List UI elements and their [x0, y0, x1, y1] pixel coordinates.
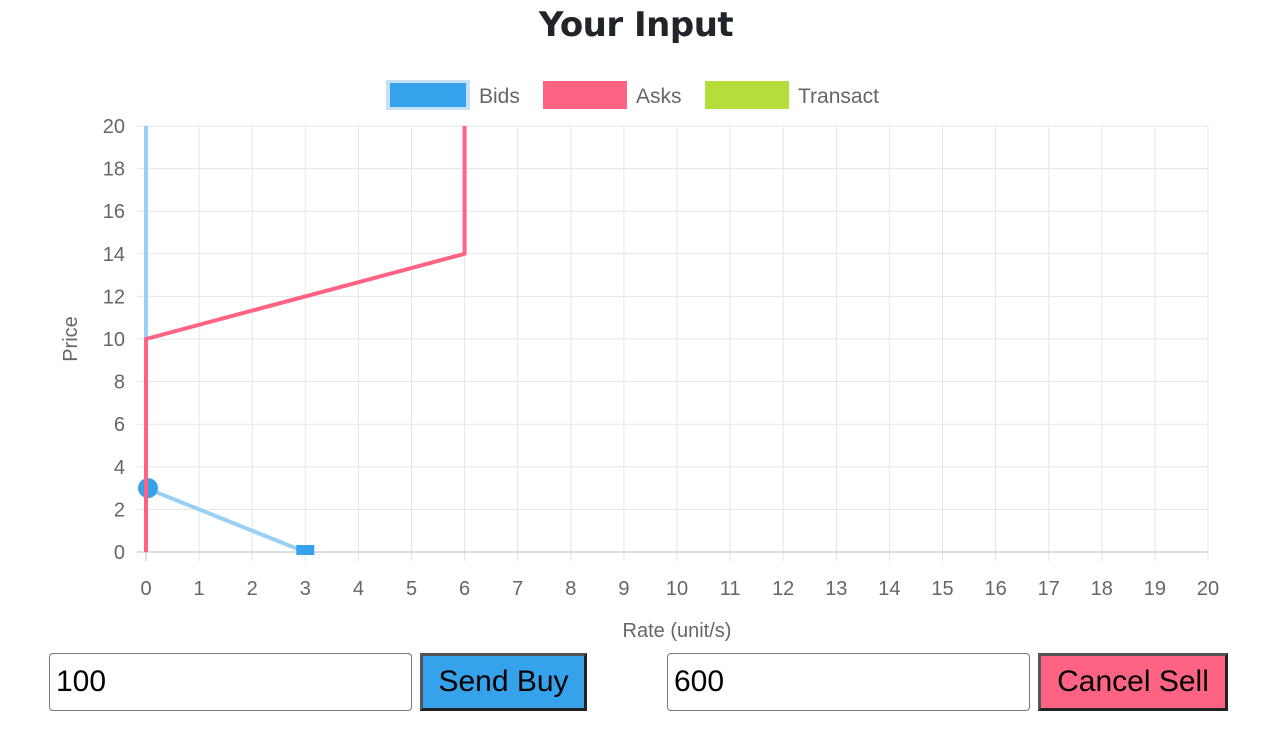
x-tick-label: 14 — [878, 578, 900, 600]
asks-legend-label[interactable]: Asks — [636, 85, 682, 108]
x-tick-label: 20 — [1197, 578, 1219, 600]
x-tick-label: 3 — [300, 578, 311, 600]
bids-legend-swatch[interactable] — [390, 83, 466, 107]
y-tick-label: 12 — [103, 286, 125, 308]
x-tick-label: 17 — [1038, 578, 1060, 600]
x-axis-title: Rate (unit/s) — [623, 620, 732, 642]
asks-series-line — [144, 126, 467, 552]
x-tick-label: 11 — [720, 578, 741, 600]
x-tick-label: 13 — [825, 578, 847, 600]
x-tick-label: 1 — [194, 578, 205, 600]
sell-quantity-input[interactable] — [667, 653, 1030, 711]
bids-legend-label[interactable]: Bids — [479, 85, 520, 108]
send-buy-button[interactable]: Send Buy — [420, 653, 587, 711]
cancel-sell-button[interactable]: Cancel Sell — [1038, 653, 1228, 711]
x-tick-label: 6 — [459, 578, 470, 600]
x-tick-label: 0 — [140, 578, 151, 600]
y-tick-label: 16 — [103, 201, 125, 223]
y-tick-label: 0 — [114, 542, 125, 564]
y-tick-label: 10 — [103, 329, 125, 351]
x-tick-label: 18 — [1091, 578, 1113, 600]
x-tick-label: 7 — [512, 578, 523, 600]
y-axis-title: Price — [60, 316, 82, 362]
x-tick-label: 12 — [772, 578, 794, 600]
chart-series — [138, 126, 467, 555]
x-tick-label: 4 — [353, 578, 364, 600]
x-axis-ticks: 0 1 2 3 4 5 6 7 8 9 10 11 12 13 14 15 16 17 18 19 20 — [140, 578, 1219, 600]
x-tick-label: 16 — [984, 578, 1006, 600]
x-tick-label: 5 — [406, 578, 417, 600]
y-tick-label: 6 — [114, 414, 125, 436]
x-tick-label: 9 — [618, 578, 629, 600]
y-tick-label: 14 — [103, 244, 125, 266]
y-tick-label: 20 — [103, 116, 125, 138]
page-title: Your Input — [538, 5, 734, 45]
price-rate-chart: 0 1 2 3 4 5 6 7 8 9 10 11 12 13 14 15 16 17 18 19 20 0246810… — [60, 80, 1219, 642]
x-tick-label: 19 — [1144, 578, 1166, 600]
transact-legend-label[interactable]: Transact — [798, 85, 879, 108]
bids-point-marker — [296, 545, 315, 555]
x-tick-label: 8 — [565, 578, 576, 600]
y-tick-label: 4 — [114, 457, 125, 479]
x-tick-label: 10 — [666, 578, 688, 600]
chart-grid — [137, 125, 1209, 561]
x-tick-label: 15 — [931, 578, 953, 600]
buy-quantity-input[interactable] — [49, 653, 412, 711]
y-tick-label: 2 — [114, 499, 125, 521]
y-axis-ticks: 0 2 4 6 8 10 12 14 16 18 20 — [103, 116, 125, 564]
transact-legend-swatch[interactable] — [705, 81, 789, 109]
x-tick-label: 2 — [247, 578, 258, 600]
y-tick-label: 8 — [114, 372, 125, 394]
chart-legend: Bids Asks Transact — [386, 80, 879, 110]
y-tick-label: 18 — [103, 159, 125, 181]
asks-legend-swatch[interactable] — [543, 81, 627, 109]
